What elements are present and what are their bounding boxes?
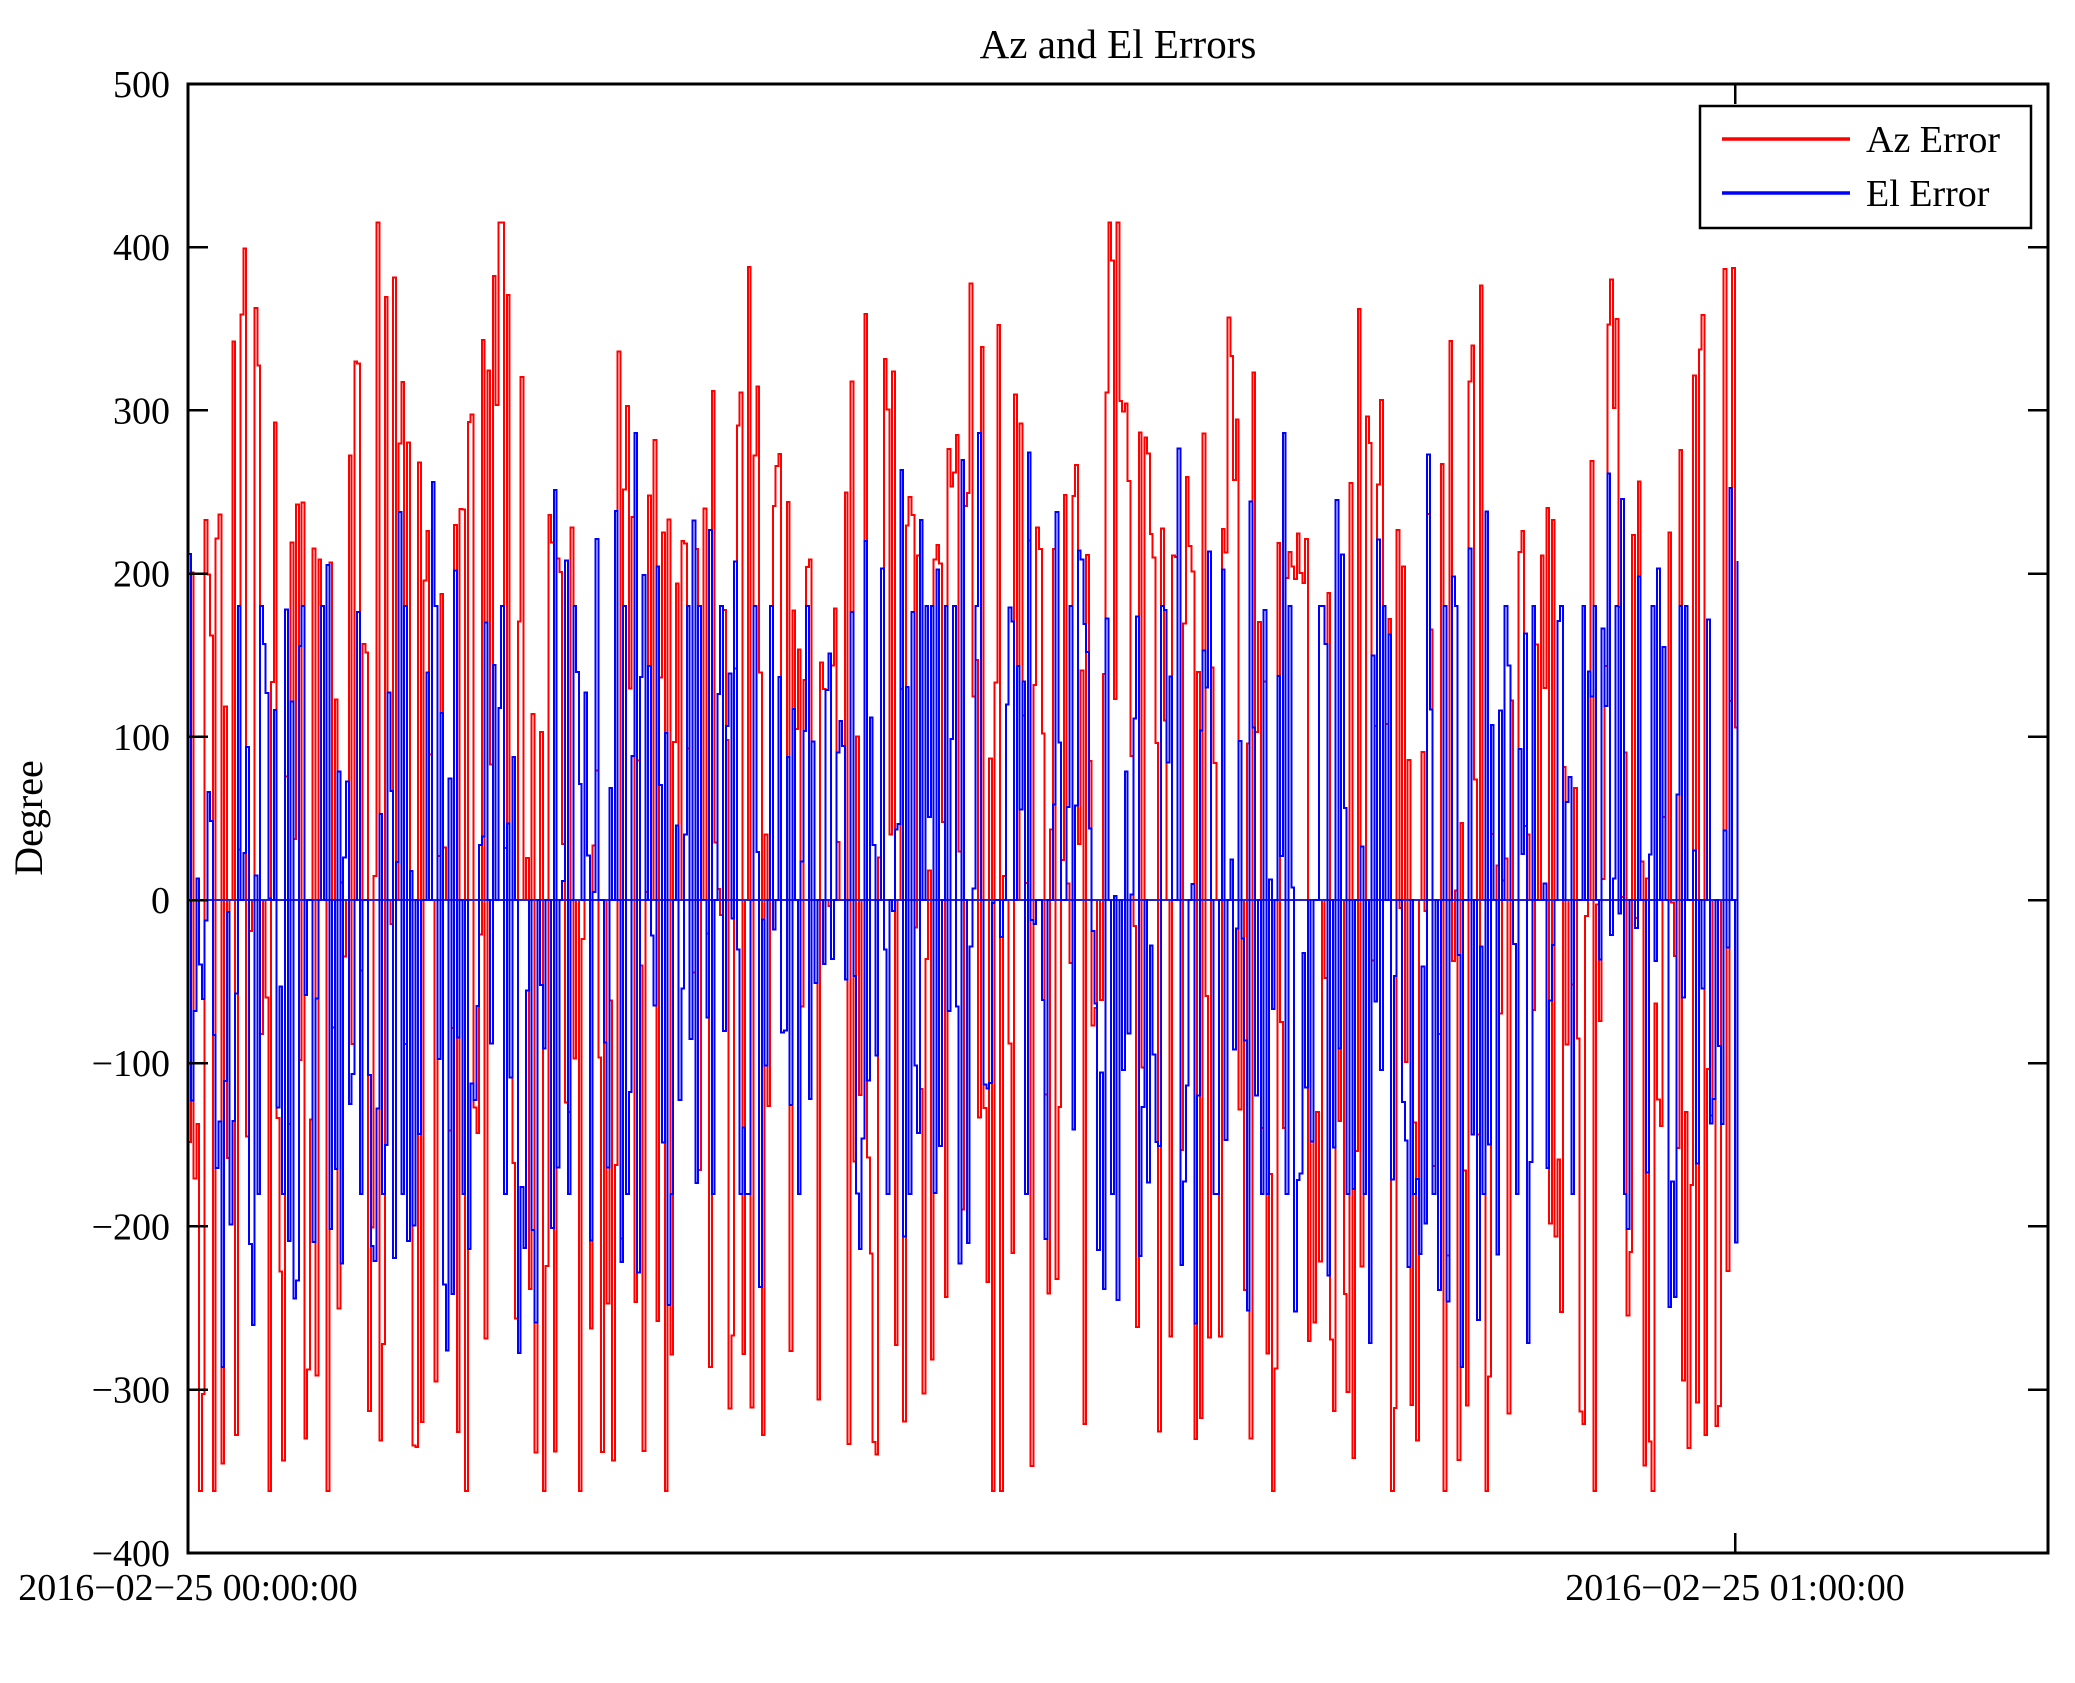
- legend-box: [1698, 104, 2033, 230]
- el-error-line: [188, 432, 1739, 1368]
- y-tick-label: 100: [113, 717, 170, 759]
- plot-area: [188, 221, 1739, 1492]
- x-tick-label: 2016−02−25 00:00:00: [18, 1567, 357, 1609]
- y-tick-label: 200: [113, 554, 170, 596]
- y-tick-label: 300: [113, 390, 170, 432]
- y-tick-label: 400: [113, 227, 170, 269]
- y-axis-label: Degree: [6, 760, 51, 875]
- legend: Az Error El Error: [1698, 104, 2033, 230]
- y-tick-label: 0: [151, 880, 170, 922]
- axis-ticks: [186, 82, 2048, 1555]
- chart-title: Az and El Errors: [980, 21, 1257, 67]
- y-tick-label: 500: [113, 64, 170, 106]
- x-tick-label: 2016−02−25 01:00:00: [1565, 1567, 1904, 1609]
- y-tick-label: −100: [92, 1043, 170, 1085]
- axes-spines: [186, 82, 2050, 1555]
- y-tick-label: −300: [92, 1370, 170, 1412]
- axis-tick-labels: −400 −300 −200 −100 0 100 200 300 400 500 2016−02−…: [18, 64, 1904, 1609]
- az-error-legend-label: Az Error: [1866, 119, 2000, 161]
- y-tick-label: −200: [92, 1206, 170, 1248]
- el-error-legend-label: El Error: [1866, 173, 1990, 215]
- y-tick-label: −400: [92, 1533, 170, 1575]
